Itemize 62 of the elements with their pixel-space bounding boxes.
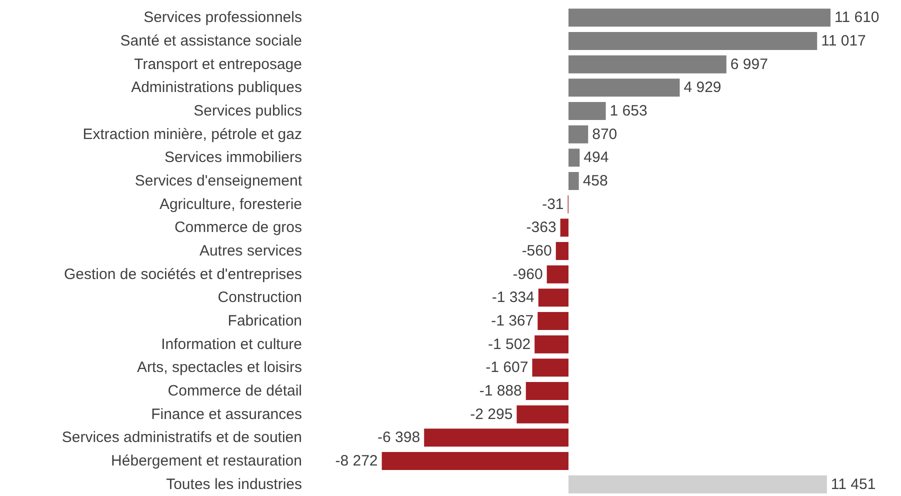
- y-tick-label: Autres services: [199, 242, 302, 260]
- bar: [538, 312, 568, 330]
- y-tick-label: Services immobiliers: [164, 149, 302, 166]
- data-label: -1 334: [492, 289, 534, 306]
- bar: [568, 102, 606, 120]
- data-label: 6 997: [730, 56, 768, 73]
- y-tick-label: Administrations publiques: [131, 79, 302, 96]
- y-tick-label: Hébergement et restauration: [111, 452, 302, 470]
- data-label: -960: [512, 266, 543, 283]
- y-tick-label: Finance et assurances: [151, 406, 302, 423]
- y-tick-label: Extraction minière, pétrole et gaz: [82, 126, 302, 143]
- bar: [568, 8, 831, 27]
- data-label: -8 272: [335, 452, 378, 470]
- data-label: -1 888: [479, 382, 522, 400]
- bar: [568, 55, 726, 74]
- data-label: -31: [542, 196, 564, 213]
- data-label: -1 367: [491, 312, 534, 330]
- y-tick-label: Arts, spectacles et loisirs: [136, 359, 302, 376]
- bar: [516, 405, 568, 424]
- bar: [568, 172, 579, 190]
- data-label: 458: [582, 172, 608, 190]
- data-label: -560: [522, 242, 552, 260]
- bar: [424, 428, 568, 447]
- y-tick-label: Fabrication: [228, 312, 302, 330]
- bar: [568, 78, 680, 97]
- y-tick-label: Santé et assistance sociale: [120, 32, 302, 50]
- bar: [538, 288, 568, 307]
- data-label: 4 929: [684, 79, 722, 96]
- y-tick-label: Construction: [218, 289, 302, 306]
- y-tick-label: Services administratifs et de soutien: [62, 429, 302, 446]
- y-tick-label: Gestion de sociétés et d'entreprises: [64, 266, 302, 283]
- bar: [546, 265, 568, 284]
- data-label: -363: [526, 219, 556, 236]
- data-label: -6 398: [378, 429, 420, 446]
- bar: [568, 475, 827, 494]
- y-tick-label: Services professionnels: [144, 9, 302, 26]
- data-label: -1 607: [486, 359, 528, 376]
- bar: [568, 32, 818, 50]
- bar: [382, 452, 568, 470]
- y-tick-label: Agriculture, foresterie: [159, 196, 302, 213]
- data-label: 11 451: [830, 476, 876, 493]
- data-label: 494: [584, 149, 609, 166]
- bar: [568, 125, 588, 144]
- data-label: 1 653: [610, 102, 648, 120]
- bar: [560, 218, 568, 237]
- y-tick-label: Commerce de détail: [168, 382, 302, 400]
- y-tick-label: Transport et entreposage: [134, 56, 302, 73]
- data-label: -2 295: [470, 406, 513, 423]
- y-tick-label: Commerce de gros: [174, 219, 302, 236]
- bar: [556, 242, 568, 260]
- y-tick-label: Services d'enseignement: [134, 172, 303, 190]
- data-label: -1 502: [488, 336, 531, 353]
- bar: [534, 335, 568, 354]
- bar: [526, 382, 568, 400]
- bar: [532, 358, 568, 377]
- y-tick-label: Toutes les industries: [166, 476, 302, 493]
- bar: [568, 148, 580, 167]
- data-label: 11 610: [834, 9, 880, 26]
- y-tick-label: Information et culture: [161, 336, 302, 353]
- data-label: 11 017: [821, 32, 866, 50]
- y-tick-label: Services publics: [194, 102, 302, 120]
- data-label: 870: [592, 126, 618, 143]
